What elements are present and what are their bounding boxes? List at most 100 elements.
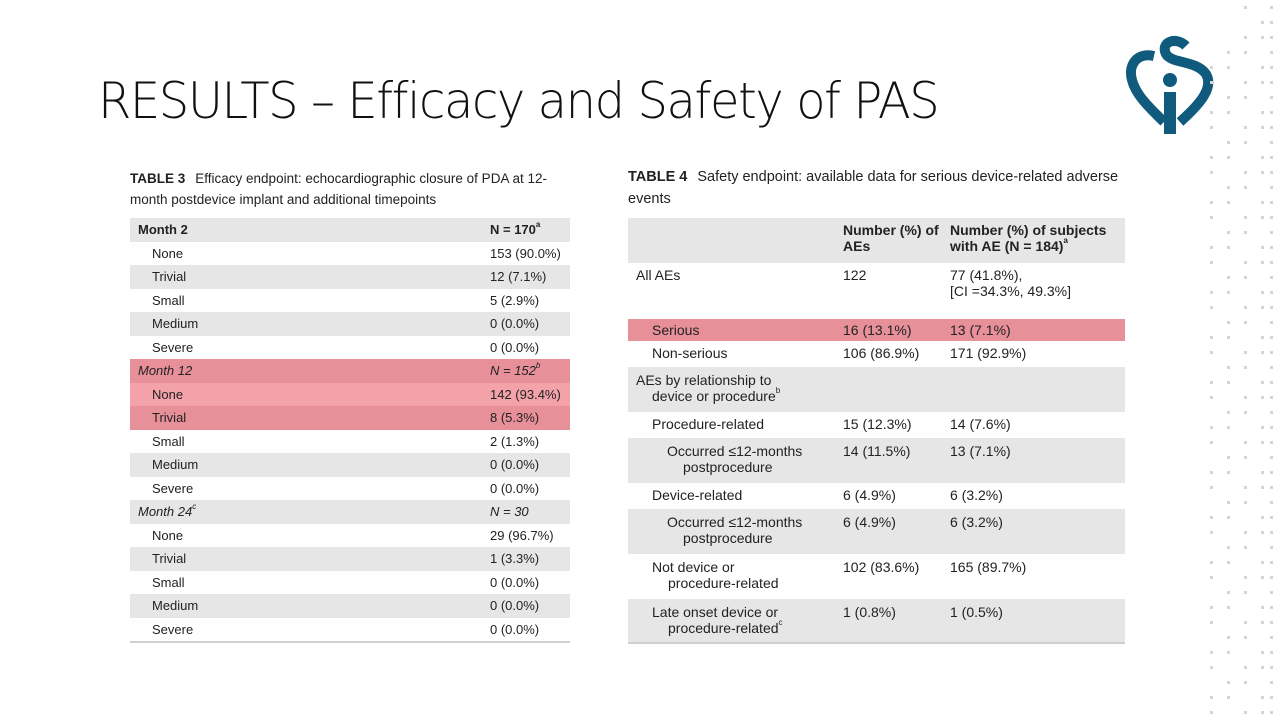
pattern-dot (1227, 201, 1230, 204)
pattern-dot (1261, 216, 1264, 219)
row-value-aes: 122 (843, 267, 867, 283)
pattern-dot (1244, 171, 1247, 174)
pattern-dot (1270, 126, 1273, 129)
table-3-group-header: Month 24c N = 30 (130, 500, 570, 524)
pattern-dot (1270, 351, 1273, 354)
pattern-dot (1210, 66, 1213, 69)
pattern-dot (1210, 291, 1213, 294)
row-label: Severe (152, 339, 194, 355)
pattern-dot (1210, 711, 1213, 714)
value-line: 77 (41.8%), (950, 267, 1023, 283)
table-4-caption: TABLE 4 Safety endpoint: available data f… (628, 166, 1125, 210)
pattern-dot (1261, 291, 1264, 294)
pattern-dot (1261, 651, 1264, 654)
row-label: AEs by relationship to device or procedur… (628, 372, 843, 404)
cis-heart-logo (1126, 35, 1214, 134)
pattern-dot (1227, 546, 1230, 549)
pattern-dot (1210, 696, 1213, 699)
row-label: Procedure-related (652, 416, 765, 432)
table-row-highlighted: Trivial 8 (5.3%) (130, 406, 570, 430)
pattern-dot (1244, 321, 1247, 324)
row-label: All AEs (636, 267, 681, 283)
table-row: All AEs 122 77 (41.8%), [CI =34.3%, 49.3%… (628, 263, 1125, 311)
pattern-dot (1261, 711, 1264, 714)
pattern-dot (1244, 261, 1247, 264)
pattern-dot (1261, 246, 1264, 249)
pattern-dot (1270, 696, 1273, 699)
pattern-dot (1261, 336, 1264, 339)
pattern-dot (1270, 321, 1273, 324)
pattern-dot (1261, 381, 1264, 384)
pattern-dot (1261, 201, 1264, 204)
pattern-dot (1261, 126, 1264, 129)
pattern-dot (1244, 36, 1247, 39)
row-label: Medium (152, 598, 199, 614)
pattern-dot (1270, 276, 1273, 279)
table-4: TABLE 4 Safety endpoint: available data f… (628, 166, 1125, 644)
pattern-dot (1270, 501, 1273, 504)
footnote-sup: b (775, 386, 781, 395)
pattern-dot (1210, 441, 1213, 444)
pattern-dot (1270, 336, 1273, 339)
row-value: 0 (0.0%) (490, 480, 540, 496)
pattern-dot (1270, 711, 1273, 714)
pattern-dot (1210, 111, 1213, 114)
table-4-header: Number (%) of AEs Number (%) of subjects… (628, 218, 1125, 263)
table-row: Small 2 (1.3%) (130, 430, 570, 454)
table-row: Non-serious 106 (86.9%) 171 (92.9%) (628, 341, 1125, 367)
pattern-dot (1227, 141, 1230, 144)
pattern-dot (1270, 246, 1273, 249)
ci-line: [CI =34.3%, 49.3%] (950, 283, 1072, 299)
pattern-dot (1210, 201, 1213, 204)
pattern-dot (1210, 486, 1213, 489)
label-line2: procedure-related (668, 575, 779, 591)
pattern-dot (1227, 471, 1230, 474)
pattern-dot (1270, 366, 1273, 369)
pattern-dot (1270, 81, 1273, 84)
pattern-dot (1227, 246, 1230, 249)
group-n: N = 152b (490, 361, 570, 378)
pattern-dot (1244, 621, 1247, 624)
group-n: N = 30 (490, 504, 529, 520)
pattern-dot (1261, 441, 1264, 444)
pattern-dot (1244, 591, 1247, 594)
row-label: Device-related (652, 487, 743, 503)
table-row: Trivial 1 (3.3%) (130, 547, 570, 571)
pattern-dot (1244, 441, 1247, 444)
pattern-dot (1227, 366, 1230, 369)
pattern-dot (1244, 6, 1247, 9)
table-row: AEs by relationship to device or procedur… (628, 367, 1125, 412)
label-line2: postprocedure (683, 530, 773, 546)
row-label: Not device or procedure-related (628, 559, 843, 591)
row-label: Trivial (152, 551, 187, 567)
pattern-dot (1244, 51, 1247, 54)
table-3-caption-text: Efficacy endpoint: echocardiographic clo… (130, 171, 547, 207)
pattern-dot (1261, 36, 1264, 39)
pattern-dot (1270, 666, 1273, 669)
pattern-dot (1227, 681, 1230, 684)
pattern-dot (1270, 231, 1273, 234)
pattern-dot (1270, 96, 1273, 99)
row-value: 0 (0.0%) (490, 339, 540, 355)
pattern-dot (1261, 471, 1264, 474)
pattern-dot (1270, 396, 1273, 399)
pattern-dot (1270, 141, 1273, 144)
pattern-dot (1210, 216, 1213, 219)
row-value-subjects: 6 (3.2%) (950, 487, 1003, 503)
table-row: Severe 0 (0.0%) (130, 618, 570, 643)
row-label: None (152, 245, 184, 261)
row-label: Medium (152, 316, 199, 332)
table-row: Severe 0 (0.0%) (130, 336, 570, 360)
row-label: Severe (152, 621, 194, 637)
header-col3-text: Number (%) of subjects with AE (N = 184) (950, 222, 1107, 254)
pattern-dot (1270, 111, 1273, 114)
row-label: Trivial (152, 269, 187, 285)
row-value-aes: 1 (0.8%) (843, 604, 896, 620)
footnote-sup: a (535, 220, 541, 230)
pattern-dot (1261, 426, 1264, 429)
pattern-dot (1227, 696, 1230, 699)
header-col2: Number (%) of AEs (843, 222, 939, 254)
pattern-dot (1270, 186, 1273, 189)
pattern-dot (1270, 516, 1273, 519)
row-value-subjects: 13 (7.1%) (950, 443, 1011, 459)
